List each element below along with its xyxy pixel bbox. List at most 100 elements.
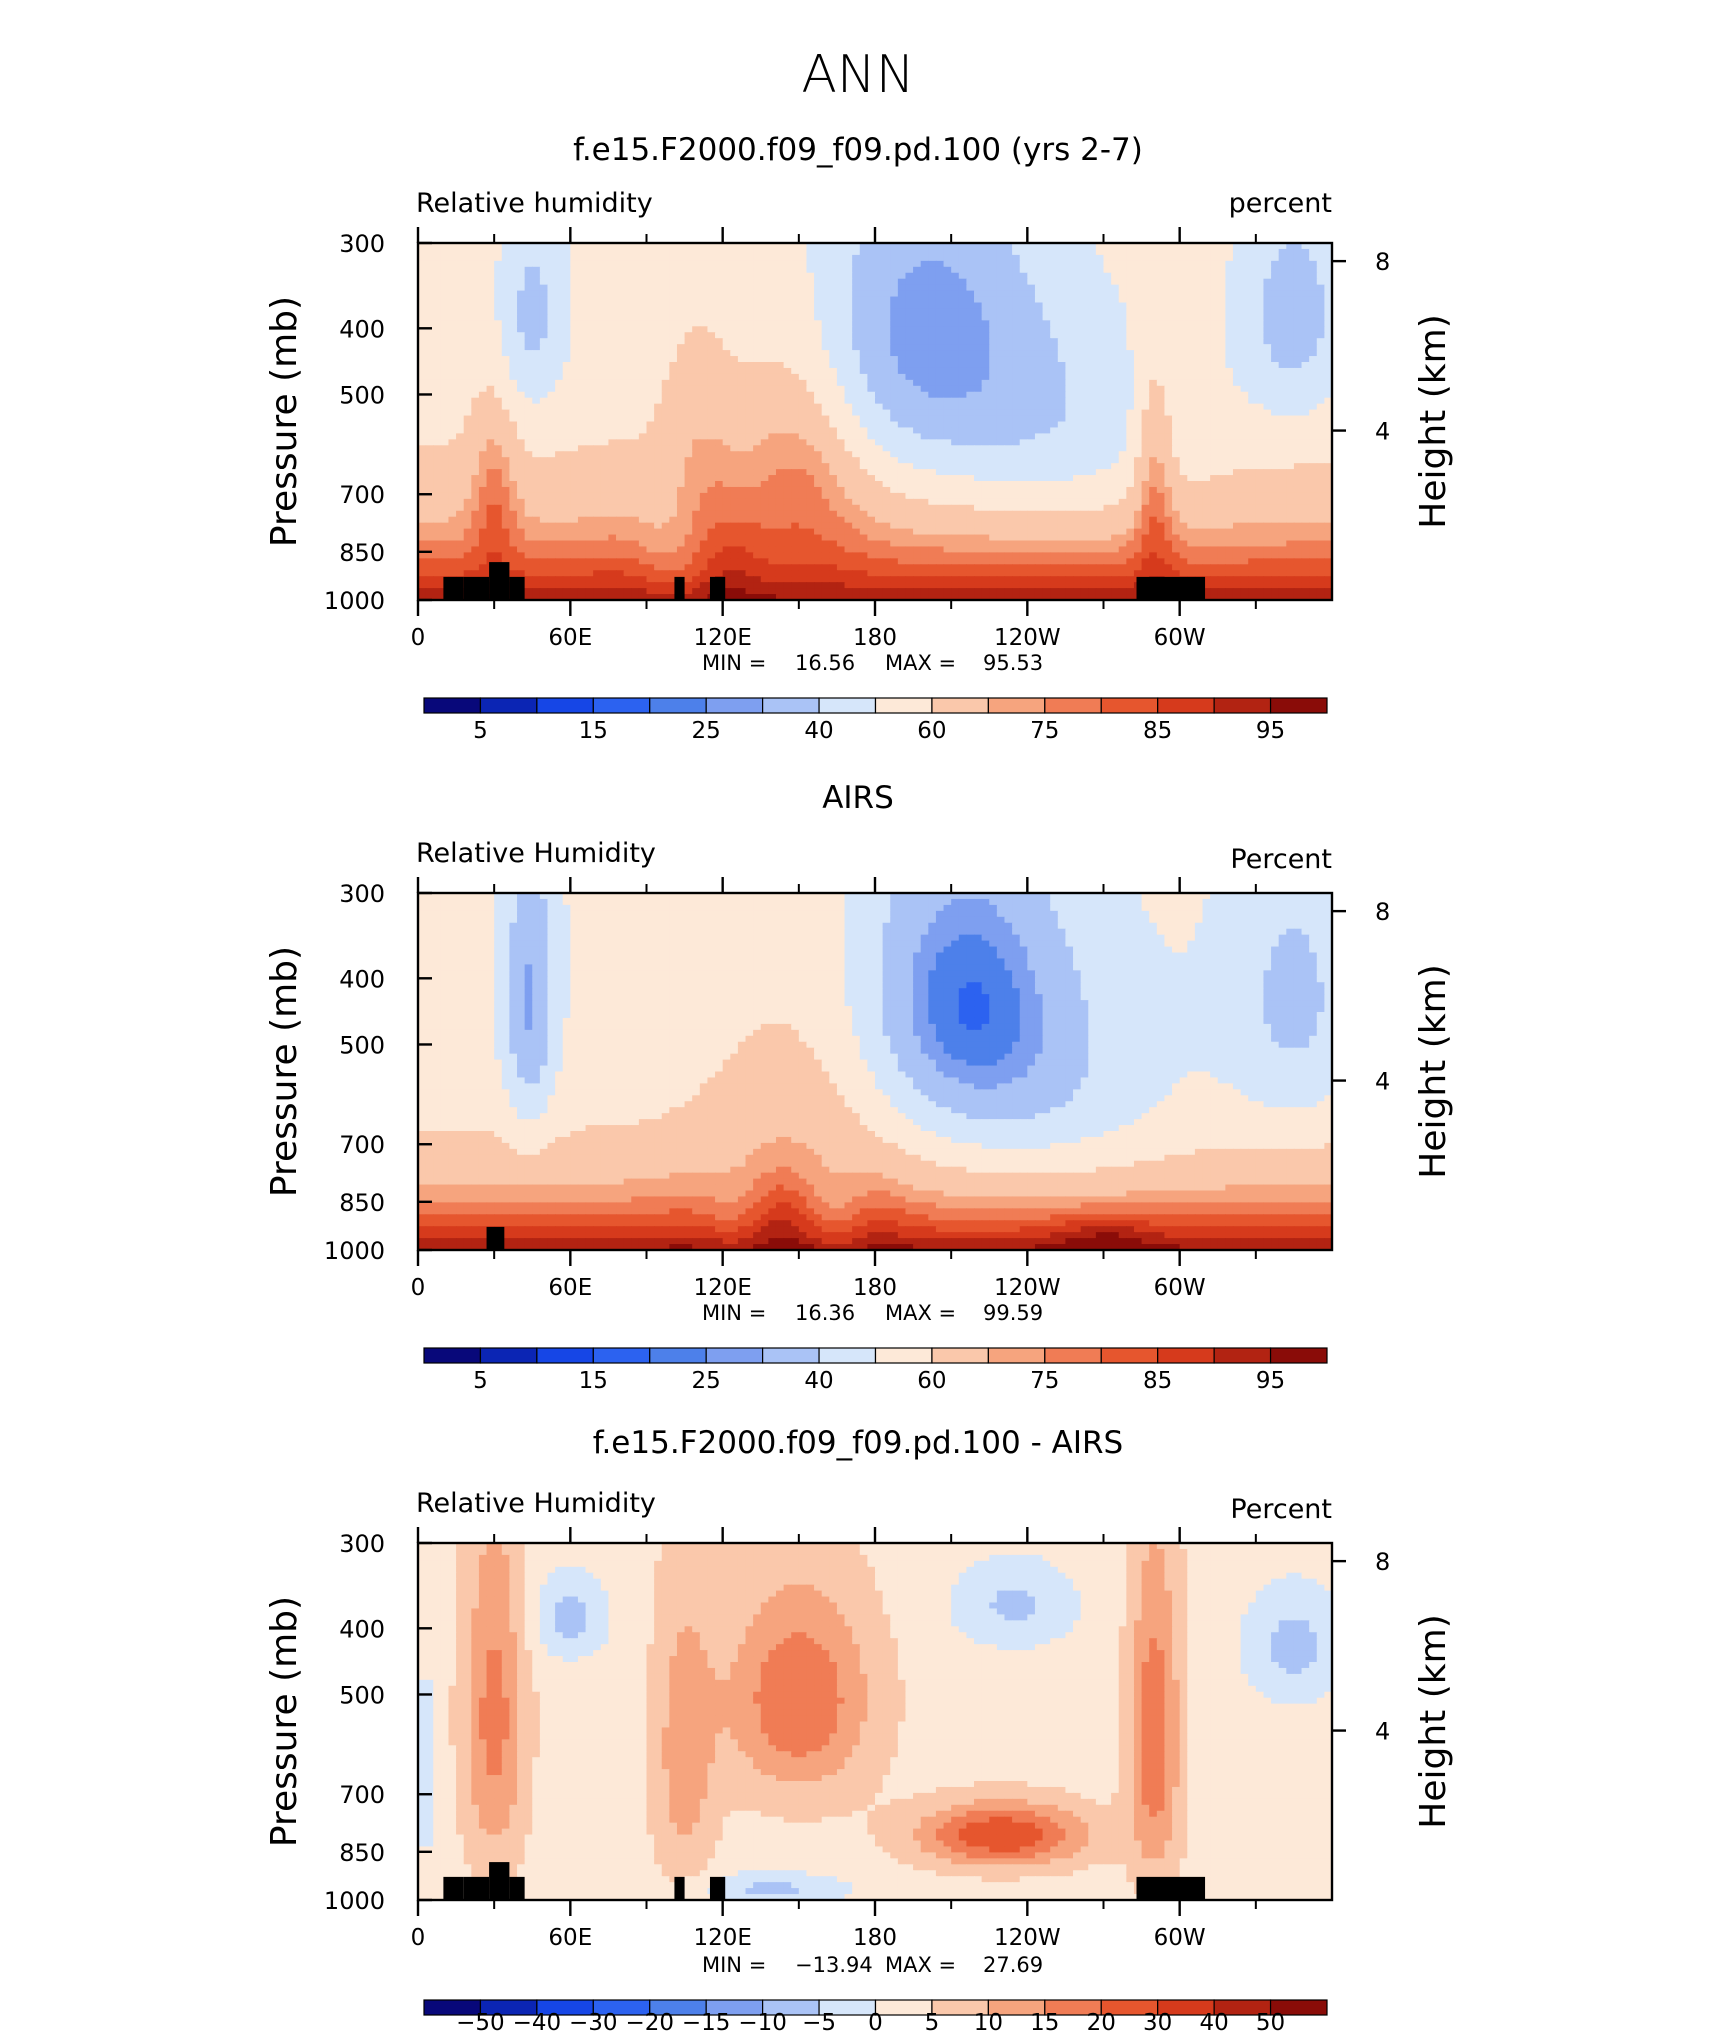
field-cell — [982, 326, 990, 333]
field-cell — [989, 451, 997, 458]
field-cell — [1073, 308, 1081, 315]
field-cell — [1256, 463, 1264, 470]
field-cell — [433, 487, 441, 494]
field-cell — [1256, 445, 1264, 452]
field-cell — [1256, 475, 1264, 482]
field-cell — [898, 457, 906, 464]
field-cell — [1302, 267, 1310, 274]
field-cell — [647, 386, 655, 393]
field-cell — [1172, 463, 1180, 470]
field-cell — [1248, 457, 1256, 464]
field-cell — [1180, 303, 1188, 310]
field-cell — [1248, 308, 1256, 315]
field-cell — [578, 451, 586, 458]
field-cell — [1180, 362, 1188, 369]
field-cell — [426, 439, 434, 446]
field-cell — [1096, 320, 1104, 327]
field-cell — [1149, 338, 1157, 345]
field-cell — [784, 291, 792, 298]
field-cell — [814, 374, 822, 381]
field-cell — [1187, 291, 1195, 298]
field-cell — [700, 380, 708, 387]
field-cell — [1317, 320, 1325, 327]
field-cell — [639, 332, 647, 339]
field-cell — [1271, 356, 1279, 363]
field-cell — [1256, 422, 1264, 429]
field-cell — [982, 362, 990, 369]
field-cell — [692, 410, 700, 417]
field-cell — [951, 291, 959, 298]
field-cell — [700, 404, 708, 411]
field-cell — [570, 326, 578, 333]
field-cell — [913, 410, 921, 417]
field-cell — [1309, 433, 1317, 440]
field-cell — [860, 469, 868, 476]
field-cell — [624, 285, 632, 292]
field-cell — [875, 356, 883, 363]
field-cell — [951, 422, 959, 429]
field-cell — [1210, 356, 1218, 363]
field-cell — [1073, 374, 1081, 381]
field-cell — [540, 463, 548, 470]
field-cell — [555, 475, 563, 482]
field-cell — [616, 320, 624, 327]
field-cell — [1241, 332, 1249, 339]
field-cell — [1187, 463, 1195, 470]
field-cell — [1164, 463, 1172, 470]
field-cell — [517, 356, 525, 363]
field-cell — [944, 261, 952, 268]
field-cell — [1119, 410, 1127, 417]
field-cell — [921, 362, 929, 369]
field-cell — [1043, 374, 1051, 381]
field-cell — [921, 487, 929, 494]
field-cell — [525, 362, 533, 369]
field-cell — [723, 279, 731, 286]
field-cell — [768, 380, 776, 387]
field-cell — [1027, 291, 1035, 298]
field-cell — [845, 445, 853, 452]
field-cell — [905, 350, 913, 357]
field-cell — [639, 463, 647, 470]
field-cell — [1027, 255, 1035, 262]
field-cell — [860, 374, 868, 381]
field-cell — [905, 314, 913, 321]
field-cell — [1035, 362, 1043, 369]
field-cell — [1233, 457, 1241, 464]
field-cell — [959, 338, 967, 345]
field-cell — [898, 261, 906, 268]
field-cell — [1263, 463, 1271, 470]
field-cell — [509, 445, 517, 452]
field-cell — [1203, 332, 1211, 339]
field-cell — [654, 261, 662, 268]
field-cell — [563, 261, 571, 268]
field-cell — [433, 291, 441, 298]
field-cell — [1157, 297, 1165, 304]
field-cell — [1172, 249, 1180, 256]
field-cell — [1256, 338, 1264, 345]
field-cell — [746, 398, 754, 405]
field-cell — [570, 380, 578, 387]
field-cell — [487, 487, 495, 494]
field-cell — [1180, 392, 1188, 399]
field-cell — [547, 356, 555, 363]
field-cell — [829, 291, 837, 298]
field-cell — [814, 261, 822, 268]
field-cell — [1035, 416, 1043, 423]
field-cell — [768, 314, 776, 321]
field-cell — [471, 267, 479, 274]
field-cell — [540, 374, 548, 381]
field-cell — [1317, 326, 1325, 333]
field-cell — [829, 368, 837, 375]
field-cell — [1317, 392, 1325, 399]
field-cell — [791, 249, 799, 256]
field-cell — [1172, 404, 1180, 411]
field-cell — [624, 362, 632, 369]
field-cell — [883, 404, 891, 411]
field-cell — [555, 487, 563, 494]
field-cell — [1210, 314, 1218, 321]
field-cell — [532, 261, 540, 268]
field-cell — [730, 439, 738, 446]
field-cell — [974, 326, 982, 333]
field-cell — [426, 350, 434, 357]
field-cell — [723, 338, 731, 345]
